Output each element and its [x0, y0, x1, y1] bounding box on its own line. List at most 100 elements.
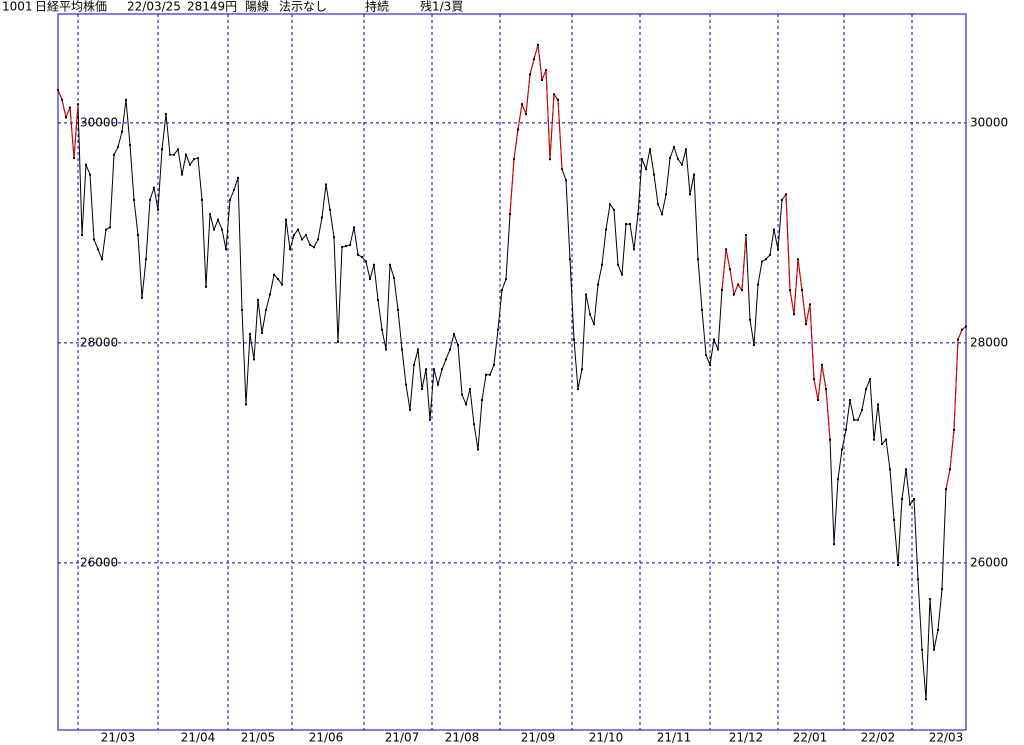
- price-dot: [937, 628, 939, 631]
- price-dot: [445, 358, 447, 361]
- price-dot: [693, 173, 695, 176]
- price-dot: [169, 153, 171, 156]
- x-tick-label: 21/10: [589, 731, 624, 745]
- price-dot: [205, 285, 207, 288]
- price-dot: [413, 363, 415, 366]
- price-dot: [441, 368, 443, 371]
- price-dot: [421, 388, 423, 391]
- price-dot: [225, 248, 227, 251]
- x-tick-label: 21/06: [309, 731, 344, 745]
- price-dot: [265, 308, 267, 311]
- price-dot: [885, 438, 887, 441]
- price-dot: [797, 258, 799, 261]
- price-dot: [517, 128, 519, 131]
- price-dot: [705, 353, 707, 356]
- price-dot: [641, 158, 643, 161]
- price-dot: [185, 153, 187, 156]
- price-dot: [909, 503, 911, 506]
- price-dot: [717, 348, 719, 351]
- price-dot: [905, 468, 907, 471]
- price-dot: [881, 443, 883, 446]
- price-dot: [261, 331, 263, 334]
- price-dot: [841, 448, 843, 451]
- price-dot: [941, 588, 943, 591]
- price-dot: [577, 388, 579, 391]
- price-dot: [601, 263, 603, 266]
- price-dot: [913, 498, 915, 501]
- price-dot: [745, 234, 747, 237]
- price-dot: [453, 333, 455, 336]
- price-dot: [345, 245, 347, 248]
- price-dot: [257, 298, 259, 301]
- price-dot: [457, 344, 459, 347]
- x-tick-label: 21/07: [385, 731, 420, 745]
- price-dot: [377, 298, 379, 301]
- price-dot: [521, 103, 523, 106]
- price-dot: [597, 283, 599, 286]
- price-dot: [833, 543, 835, 546]
- price-dot: [877, 403, 879, 406]
- price-dot: [101, 258, 103, 261]
- price-dot: [853, 418, 855, 421]
- y-tick-label: 30000: [80, 115, 118, 129]
- price-dot: [681, 163, 683, 166]
- price-dot: [789, 289, 791, 292]
- price-dot: [189, 163, 191, 166]
- price-dot: [285, 218, 287, 221]
- price-dot: [329, 208, 331, 211]
- price-dot: [961, 328, 963, 331]
- price-dot: [613, 208, 615, 211]
- price-dot: [173, 153, 175, 156]
- header-text: 法示なし: [279, 0, 327, 14]
- price-dot: [625, 223, 627, 226]
- price-dot: [477, 448, 479, 451]
- y-tick-label: 26000: [970, 555, 1008, 569]
- price-dot: [725, 248, 727, 251]
- price-dot: [949, 468, 951, 471]
- price-dot: [917, 578, 919, 581]
- header-text: 陽線: [245, 0, 269, 14]
- price-dot: [133, 198, 135, 201]
- header-text: 28149円: [187, 0, 237, 14]
- price-dot: [381, 328, 383, 331]
- price-dot: [629, 223, 631, 226]
- price-dot: [241, 308, 243, 311]
- y-tick-label: 30000: [970, 115, 1008, 129]
- price-dot: [809, 303, 811, 306]
- price-dot: [565, 179, 567, 182]
- price-dot: [273, 273, 275, 276]
- price-dot: [861, 408, 863, 411]
- price-dot: [293, 234, 295, 237]
- price-dot: [393, 276, 395, 279]
- price-dot: [433, 368, 435, 371]
- price-dot: [181, 173, 183, 176]
- price-dot: [821, 363, 823, 366]
- price-dot: [709, 363, 711, 366]
- price-line-highlight: [57, 89, 79, 159]
- price-dot: [781, 198, 783, 201]
- header-text: 1001: [2, 0, 33, 14]
- price-line-highlight: [509, 44, 563, 215]
- price-dot: [573, 338, 575, 341]
- price-dot: [869, 378, 871, 381]
- price-dot: [137, 234, 139, 237]
- price-dot: [697, 258, 699, 261]
- price-dot: [617, 263, 619, 266]
- price-dot: [317, 238, 319, 241]
- price-dot: [73, 157, 75, 160]
- price-dot: [925, 698, 927, 701]
- price-dot: [813, 378, 815, 381]
- price-dot: [305, 234, 307, 237]
- price-dot: [93, 238, 95, 241]
- price-dot: [213, 228, 215, 231]
- price-dot: [733, 293, 735, 296]
- x-tick-label: 21/08: [445, 731, 480, 745]
- price-dot: [349, 243, 351, 246]
- price-dot: [901, 498, 903, 501]
- price-dot: [485, 373, 487, 376]
- price-dot: [165, 113, 167, 116]
- price-dot: [61, 98, 63, 101]
- price-dot: [553, 93, 555, 96]
